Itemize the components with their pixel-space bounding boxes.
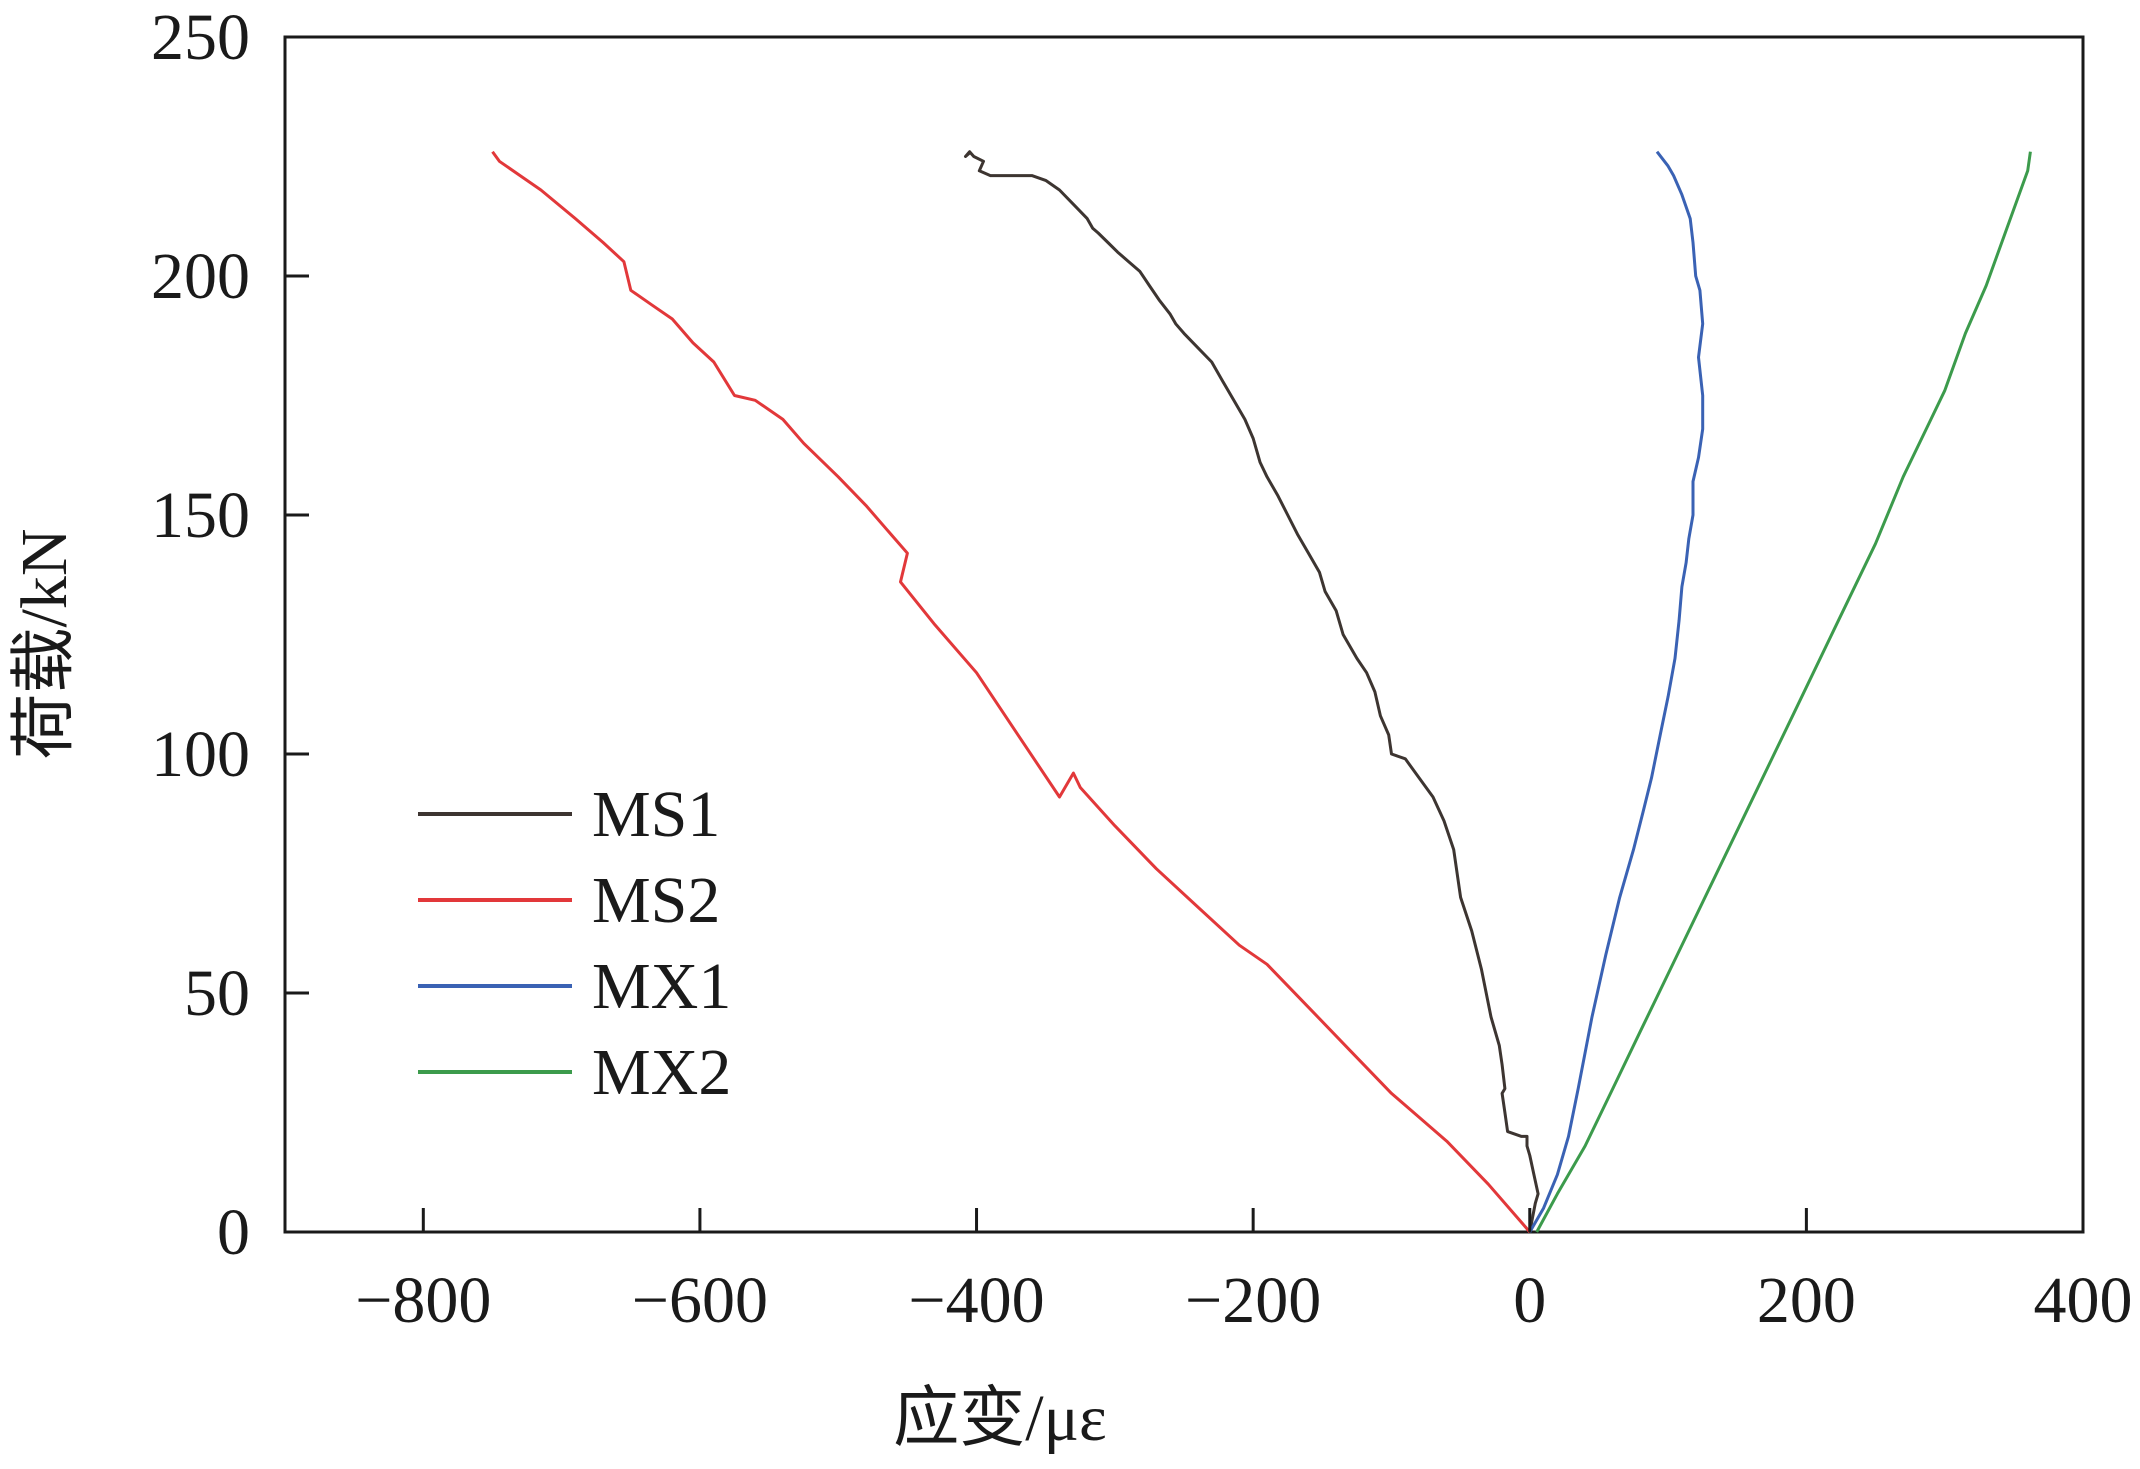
x-tick-label: 400: [2034, 1264, 2133, 1337]
x-tick-label: −200: [1185, 1264, 1321, 1337]
x-tick-label: −600: [632, 1264, 768, 1337]
series-line-mx2: [1535, 151, 2032, 1233]
x-axis-title: 应变/με: [893, 1382, 1106, 1455]
series-layer: [491, 150, 2032, 1233]
x-tick-label: −400: [908, 1264, 1044, 1337]
series-line-ms1: [964, 150, 1540, 1233]
legend-label-ms2: MS2: [592, 864, 720, 937]
x-tick-label: −800: [355, 1264, 491, 1337]
y-tick-label: 150: [151, 479, 250, 552]
y-axis-title: 荷载/kN: [8, 529, 81, 760]
tick-layer: −800 −600 −400 −200 0 200 400 0 50 100 150 200 250: [151, 1, 2133, 1337]
series-line-mx1: [1528, 150, 1705, 1233]
legend-label-mx2: MX2: [592, 1036, 731, 1109]
y-tick-label: 0: [217, 1196, 250, 1269]
x-tick-label: 0: [1513, 1264, 1546, 1337]
x-tick-label: 200: [1757, 1264, 1856, 1337]
series-line-ms2: [491, 150, 1531, 1233]
plot-frame: [283, 35, 2085, 1234]
y-tick-label: 250: [151, 1, 250, 74]
legend-label-ms1: MS1: [592, 778, 720, 851]
legend: MS1 MS2 MX1 MX2: [418, 778, 731, 1109]
y-tick-label: 50: [184, 957, 250, 1030]
legend-label-mx1: MX1: [592, 950, 731, 1023]
y-tick-label: 100: [151, 718, 250, 791]
y-tick-label: 200: [151, 240, 250, 313]
